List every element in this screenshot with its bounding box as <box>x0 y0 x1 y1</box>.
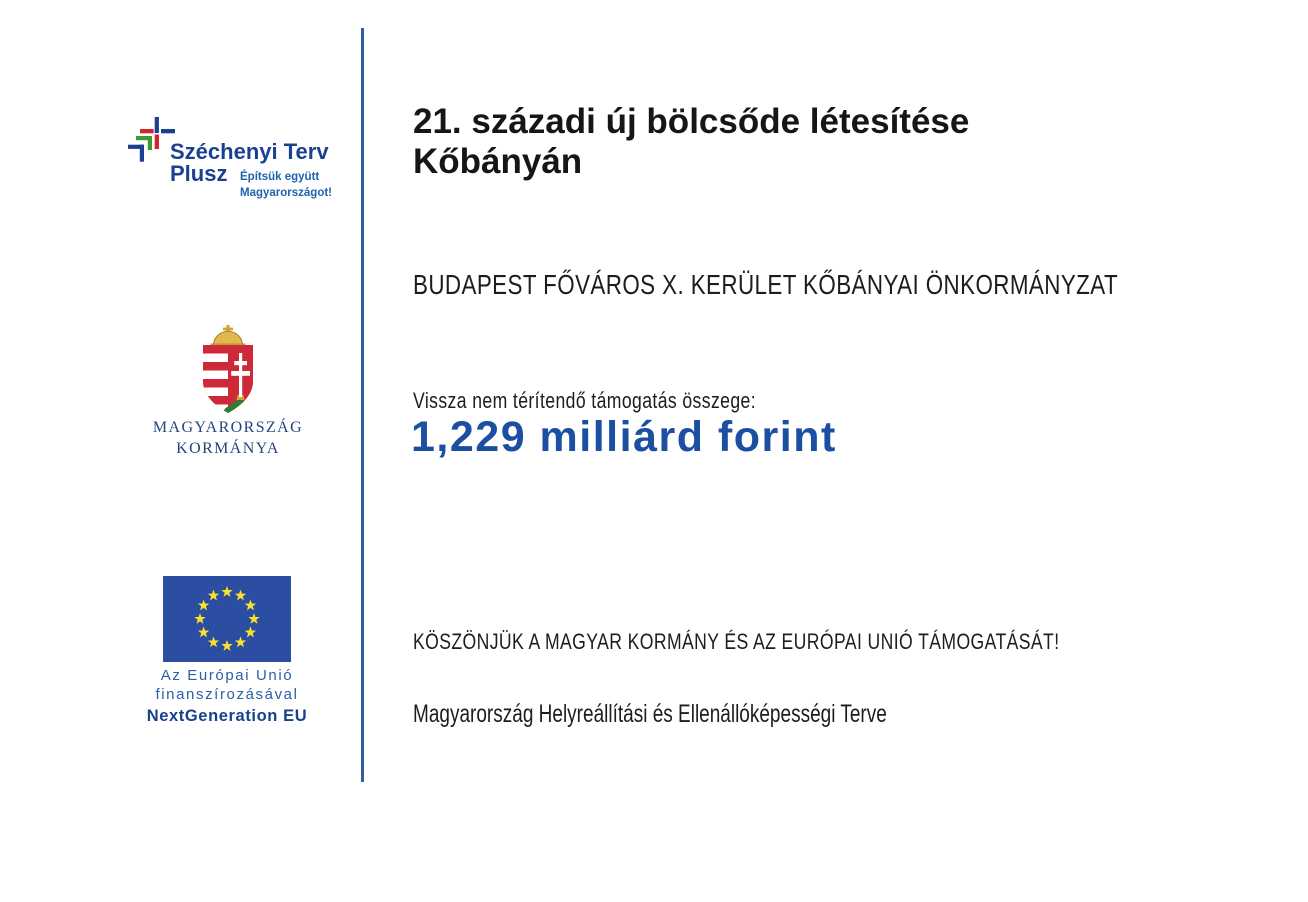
vertical-divider <box>361 28 364 782</box>
government-label-line2: KORMÁNYA <box>176 440 280 457</box>
szechenyi-plusz-icon <box>128 117 175 162</box>
eu-funding-label: Az Európai Unió finanszírozásával NextGe… <box>113 666 341 726</box>
project-title: 21. századi új bölcsőde létesítése Kőbán… <box>413 102 969 182</box>
government-label: MAGYARORSZÁG KORMÁNYA <box>118 417 338 459</box>
arpad-stripes <box>203 345 228 413</box>
szechenyi-plusz-logo: Széchenyi Terv Plusz Építsük együtt Magy… <box>128 117 332 199</box>
szechenyi-tagline-line2: Magyarországot! <box>240 187 332 199</box>
project-title-line2: Kőbányán <box>413 142 583 181</box>
szechenyi-tagline-line1: Építsük együtt <box>240 170 319 183</box>
eu-funding-line2: finanszírozásával <box>155 686 299 703</box>
grant-amount: 1,229 milliárd forint <box>411 413 837 461</box>
hungary-coat-of-arms-icon <box>203 325 253 413</box>
beneficiary-name: BUDAPEST FŐVÁROS X. KERÜLET KŐBÁNYAI ÖNK… <box>413 269 1119 300</box>
program-name: Magyarország Helyreállítási és Ellenálló… <box>413 700 887 728</box>
szechenyi-name-line2: Plusz <box>170 161 227 186</box>
nextgeneration-eu-label: NextGeneration EU <box>146 707 308 725</box>
project-title-line1: 21. századi új bölcsőde létesítése <box>413 102 970 141</box>
grant-label: Vissza nem térítendő támogatás összege: <box>413 388 757 413</box>
eu-flag-icon <box>163 576 291 662</box>
thanks-message: KÖSZÖNJÜK A MAGYAR KORMÁNY ÉS AZ EURÓPAI… <box>413 629 1060 654</box>
eu-funding-line1: Az Európai Unió <box>160 667 294 684</box>
government-label-line1: MAGYARORSZÁG <box>152 419 304 436</box>
szechenyi-name-line1: Széchenyi Terv <box>170 139 329 164</box>
